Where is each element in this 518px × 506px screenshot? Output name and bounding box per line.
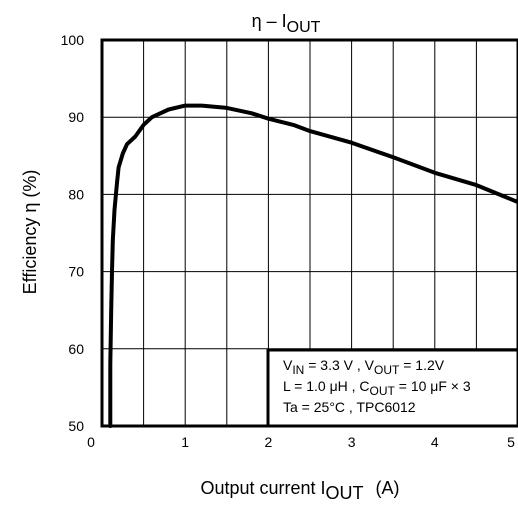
chart-title-sub: OUT: [287, 19, 321, 36]
y-tick-label: 50: [68, 418, 84, 434]
y-tick-labels: 50 60 70 80 90 100: [61, 32, 85, 434]
conditions-line: VIN = 3.3 V , VOUT = 1.2V: [283, 357, 445, 377]
conditions-text-run: = 10 μF × 3: [395, 378, 471, 394]
x-axis-label-unit: (A): [376, 478, 400, 498]
x-axis-label: Output current IOUT (A): [200, 478, 399, 503]
chart-title: η – IOUT: [252, 11, 321, 36]
conditions-subscript: IN: [292, 363, 304, 377]
x-tick-label: 0: [87, 434, 95, 450]
y-axis-label: Efficiency η (%): [20, 170, 40, 295]
x-tick-label: 4: [431, 434, 439, 450]
conditions-box: VIN = 3.3 V , VOUT = 1.2VL = 1.0 μH , CO…: [266, 348, 518, 428]
series-line: [108, 103, 518, 428]
conditions-text-run: L = 1.0 μH , C: [283, 378, 370, 394]
x-axis-label-sub: OUT: [326, 483, 364, 503]
x-tick-label: 5: [507, 434, 515, 450]
conditions-box-frame: [266, 348, 518, 428]
x-tick-label: 3: [348, 434, 356, 450]
y-tick-label: 90: [68, 109, 84, 125]
y-tick-label: 100: [61, 32, 85, 48]
conditions-line: L = 1.0 μH , COUT = 10 μF × 3: [283, 378, 471, 398]
conditions-text-run: = 3.3 V , V: [304, 357, 374, 373]
conditions-text-run: Ta = 25°C , TPC6012: [283, 399, 416, 415]
conditions-text-run: V: [283, 357, 293, 373]
x-tick-labels: 0 1 2 3 4 5: [87, 434, 515, 450]
conditions-text-run: = 1.2V: [399, 357, 444, 373]
conditions-line: Ta = 25°C , TPC6012: [283, 399, 416, 415]
conditions-text: VIN = 3.3 V , VOUT = 1.2VL = 1.0 μH , CO…: [283, 357, 471, 415]
x-tick-label: 1: [181, 434, 189, 450]
y-tick-label: 80: [68, 186, 84, 202]
x-axis-label-main: Output current I: [200, 478, 325, 498]
chart-title-main: η – I: [252, 11, 287, 31]
y-tick-label: 70: [68, 264, 84, 280]
x-tick-label: 2: [265, 434, 273, 450]
conditions-subscript: OUT: [370, 384, 396, 398]
y-tick-label: 60: [68, 341, 84, 357]
conditions-subscript: OUT: [374, 363, 400, 377]
